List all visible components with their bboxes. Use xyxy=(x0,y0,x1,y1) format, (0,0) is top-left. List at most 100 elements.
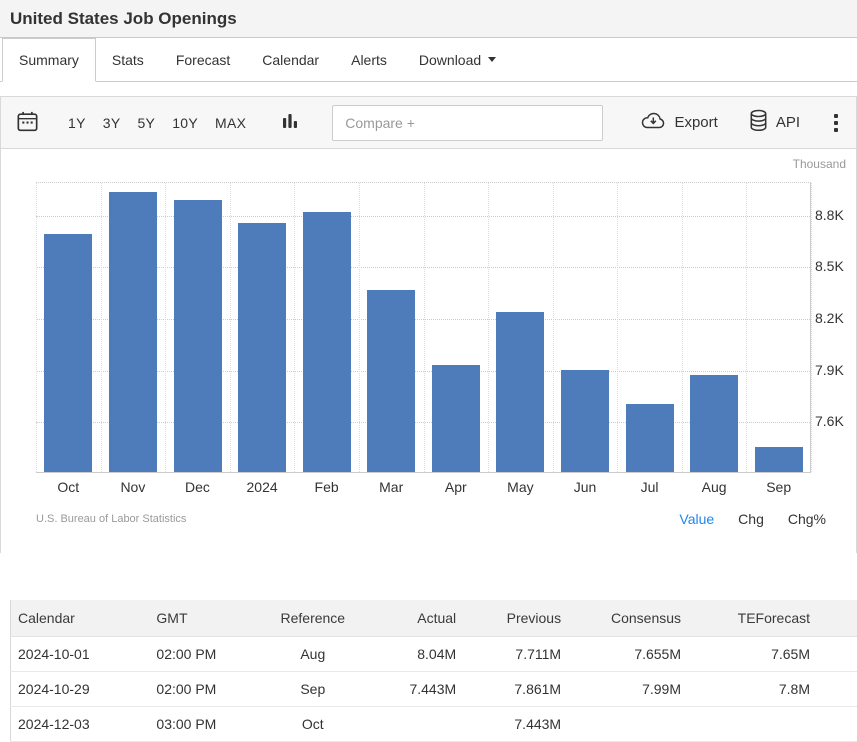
column-header-reference: Reference xyxy=(265,600,360,636)
date-range-button[interactable] xyxy=(15,109,40,137)
cloud-download-icon xyxy=(640,111,667,134)
range-3y[interactable]: 3Y xyxy=(103,115,121,131)
export-button[interactable]: Export xyxy=(640,111,717,134)
bar-jun[interactable] xyxy=(561,370,609,472)
cell-reference: Sep xyxy=(265,671,360,706)
tab-alerts[interactable]: Alerts xyxy=(335,38,403,81)
y-axis-tick: 7.9K xyxy=(815,362,844,378)
gridline-vertical xyxy=(101,183,102,472)
cell-previous: 7.711M xyxy=(470,636,575,671)
bar-oct[interactable] xyxy=(44,234,92,473)
compare-input[interactable] xyxy=(332,105,603,141)
bar-aug[interactable] xyxy=(690,375,738,472)
more-options-button[interactable] xyxy=(830,112,842,134)
range-1y[interactable]: 1Y xyxy=(68,115,86,131)
x-axis-tick: Aug xyxy=(682,479,747,495)
series-link-chg[interactable]: Chg xyxy=(738,511,764,527)
cell-consensus xyxy=(575,706,695,741)
bar-dec[interactable] xyxy=(174,200,222,472)
bar-2024[interactable] xyxy=(238,223,286,472)
column-header-consensus: Consensus xyxy=(575,600,695,636)
cell-actual xyxy=(360,706,470,741)
tab-label: Stats xyxy=(112,52,144,68)
source-attribution: U.S. Bureau of Labor Statistics xyxy=(36,513,186,525)
chart-type-button[interactable] xyxy=(282,112,298,133)
page-header: United States Job Openings xyxy=(0,0,857,38)
x-axis-tick: Dec xyxy=(165,479,230,495)
x-axis-tick: Jul xyxy=(617,479,682,495)
gridline-vertical xyxy=(294,183,295,472)
tab-forecast[interactable]: Forecast xyxy=(160,38,246,81)
cell-gmt: 03:00 PM xyxy=(150,706,265,741)
x-axis-tick: Feb xyxy=(294,479,359,495)
cell-teforecast xyxy=(695,706,857,741)
kebab-icon xyxy=(834,114,838,132)
cell-consensus: 7.99M xyxy=(575,671,695,706)
range-5y[interactable]: 5Y xyxy=(137,115,155,131)
x-axis-tick: May xyxy=(488,479,553,495)
bar-may[interactable] xyxy=(496,312,544,472)
tab-label: Download xyxy=(419,52,481,68)
tab-summary[interactable]: Summary xyxy=(2,38,96,82)
bar-nov[interactable] xyxy=(109,192,157,472)
series-link-chgpct[interactable]: Chg% xyxy=(788,511,826,527)
export-label: Export xyxy=(674,114,717,131)
gridline-vertical xyxy=(488,183,489,472)
column-header-teforecast: TEForecast xyxy=(695,600,857,636)
gridline-vertical xyxy=(746,183,747,472)
cell-actual: 8.04M xyxy=(360,636,470,671)
cell-calendar: 2024-12-03 xyxy=(11,706,151,741)
x-axis-tick: Mar xyxy=(359,479,424,495)
series-mode-links: Value Chg Chg% xyxy=(679,511,826,527)
y-axis-tick: 8.2K xyxy=(815,310,844,326)
toolbar-right-group: Export API xyxy=(640,109,842,136)
column-header-previous: Previous xyxy=(470,600,575,636)
range-selector: 1Y 3Y 5Y 10Y MAX xyxy=(68,115,246,131)
bar-feb[interactable] xyxy=(303,212,351,473)
bar-mar[interactable] xyxy=(367,290,415,472)
y-axis-tick: 7.6K xyxy=(815,413,844,429)
range-max[interactable]: MAX xyxy=(215,115,246,131)
gridline-vertical xyxy=(682,183,683,472)
bar-apr[interactable] xyxy=(432,365,480,472)
cell-actual: 7.443M xyxy=(360,671,470,706)
bar-sep[interactable] xyxy=(755,447,803,472)
x-axis-tick: Nov xyxy=(101,479,166,495)
series-link-value[interactable]: Value xyxy=(679,511,714,527)
y-axis-labels: 8.8K 8.5K 8.2K 7.9K 7.6K xyxy=(815,149,857,553)
calendar-icon xyxy=(15,109,40,137)
cell-calendar: 2024-10-01 xyxy=(11,636,151,671)
cell-calendar: 2024-10-29 xyxy=(11,671,151,706)
cell-consensus: 7.655M xyxy=(575,636,695,671)
column-header-actual: Actual xyxy=(360,600,470,636)
tab-download[interactable]: Download xyxy=(403,38,512,81)
range-10y[interactable]: 10Y xyxy=(172,115,198,131)
gridline-vertical xyxy=(359,183,360,472)
column-header-calendar: Calendar xyxy=(11,600,151,636)
bar-jul[interactable] xyxy=(626,404,674,472)
gridline-vertical xyxy=(811,183,812,472)
x-axis-tick: Oct xyxy=(36,479,101,495)
api-button[interactable]: API xyxy=(748,109,800,136)
y-axis-tick: 8.5K xyxy=(815,258,844,274)
cell-reference: Aug xyxy=(265,636,360,671)
cell-previous: 7.443M xyxy=(470,706,575,741)
caret-down-icon xyxy=(488,57,496,62)
x-axis-tick: Jun xyxy=(553,479,618,495)
gridline-vertical xyxy=(36,183,37,472)
tab-calendar[interactable]: Calendar xyxy=(246,38,335,81)
y-axis-tick: 8.8K xyxy=(815,207,844,223)
x-axis-tick: Sep xyxy=(746,479,811,495)
cell-reference: Oct xyxy=(265,706,360,741)
gridline-vertical xyxy=(165,183,166,472)
plot-area xyxy=(36,182,811,473)
tab-stats[interactable]: Stats xyxy=(96,38,160,81)
